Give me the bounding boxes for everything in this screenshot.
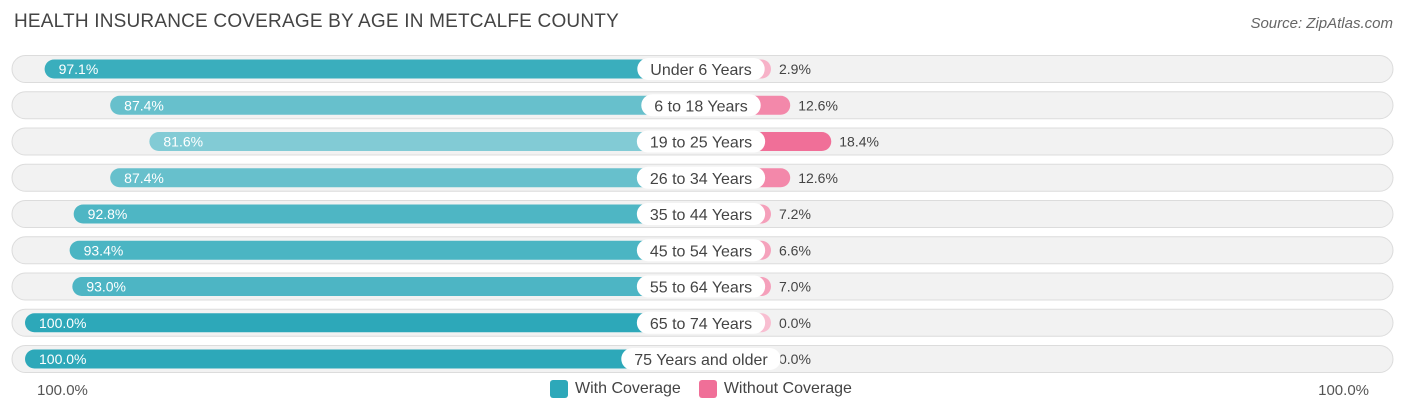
label-without-coverage-6-to-18-years: 12.6% [798, 97, 838, 113]
legend-label-with-coverage: With Coverage [575, 380, 681, 397]
category-pill-19-to-25-years [636, 130, 766, 153]
label-without-coverage-75-years-and-older: 0.0% [779, 351, 811, 367]
source-note: Source: ZipAtlas.com [1250, 15, 1393, 32]
axis-left-label: 100.0% [37, 382, 88, 399]
category-label-under-6-years: Under 6 Years [650, 62, 751, 79]
label-with-coverage-35-to-44-years: 92.8% [88, 206, 128, 222]
label-without-coverage-26-to-34-years: 12.6% [798, 170, 838, 186]
category-pill-6-to-18-years [641, 94, 761, 117]
bar-with-coverage-55-to-64-years [72, 277, 711, 296]
legend-label-without-coverage: Without Coverage [723, 380, 852, 397]
label-with-coverage-6-to-18-years: 87.4% [124, 97, 164, 113]
category-pill-75-years-and-older [621, 348, 781, 370]
legend-swatch-with-coverage [550, 380, 568, 398]
bar-with-coverage-26-to-34-years [110, 168, 711, 188]
bar-with-coverage-under-6-years [44, 59, 711, 79]
bar-with-coverage-6-to-18-years [110, 95, 711, 115]
label-without-coverage-65-to-74-years: 0.0% [779, 315, 811, 331]
category-label-26-to-34-years: 26 to 34 Years [650, 171, 752, 188]
category-pill-45-to-54-years [636, 239, 766, 262]
category-pill-26-to-34-years [636, 166, 766, 189]
category-label-19-to-25-years: 19 to 25 Years [650, 135, 752, 152]
label-without-coverage-35-to-44-years: 7.2% [779, 206, 811, 222]
category-label-45-to-54-years: 45 to 54 Years [650, 243, 752, 260]
label-without-coverage-55-to-64-years: 7.0% [779, 279, 811, 295]
bar-with-coverage-45-to-54-years [69, 240, 712, 260]
chart: 97.1% 2.9% Under 6 Years 87.4% 12.6% 6 to 18 … [11, 55, 1394, 373]
category-label-35-to-44-years: 35 to 44 Years [650, 207, 752, 224]
category-pill-55-to-64-years [636, 275, 766, 298]
label-without-coverage-19-to-25-years: 18.4% [839, 134, 879, 150]
category-label-55-to-64-years: 55 to 64 Years [650, 280, 752, 297]
label-with-coverage-under-6-years: 97.1% [59, 61, 99, 77]
label-with-coverage-26-to-34-years: 87.4% [124, 170, 164, 186]
legend-swatch-without-coverage [698, 380, 717, 398]
label-with-coverage-75-years-and-older: 100.0% [39, 351, 86, 367]
label-with-coverage-55-to-64-years: 93.0% [86, 279, 126, 295]
bar-with-coverage-19-to-25-years [149, 132, 711, 151]
chart-title: HEALTH INSURANCE COVERAGE BY AGE IN METC… [14, 11, 619, 32]
bar-with-coverage-35-to-44-years [73, 204, 711, 224]
category-pill-65-to-74-years [636, 311, 766, 334]
bar-with-coverage-65-to-74-years [25, 313, 711, 333]
label-without-coverage-45-to-54-years: 6.6% [779, 242, 811, 258]
category-pill-under-6-years [637, 58, 765, 80]
category-pill-35-to-44-years [636, 203, 766, 225]
category-label-75-years-and-older: 75 Years and older [634, 352, 768, 369]
category-label-65-to-74-years: 65 to 74 Years [650, 316, 752, 333]
legend-item-without-coverage: Without Coverage [698, 380, 852, 398]
label-with-coverage-19-to-25-years: 81.6% [163, 134, 203, 150]
label-with-coverage-65-to-74-years: 100.0% [39, 315, 86, 331]
label-without-coverage-under-6-years: 2.9% [779, 61, 811, 77]
axis-right-label: 100.0% [1318, 382, 1369, 399]
bar-with-coverage-75-years-and-older [25, 349, 711, 369]
legend: With Coverage Without Coverage [550, 380, 870, 398]
category-label-6-to-18-years: 6 to 18 Years [654, 98, 747, 115]
label-with-coverage-45-to-54-years: 93.4% [84, 242, 124, 258]
legend-item-with-coverage: With Coverage [550, 380, 681, 398]
